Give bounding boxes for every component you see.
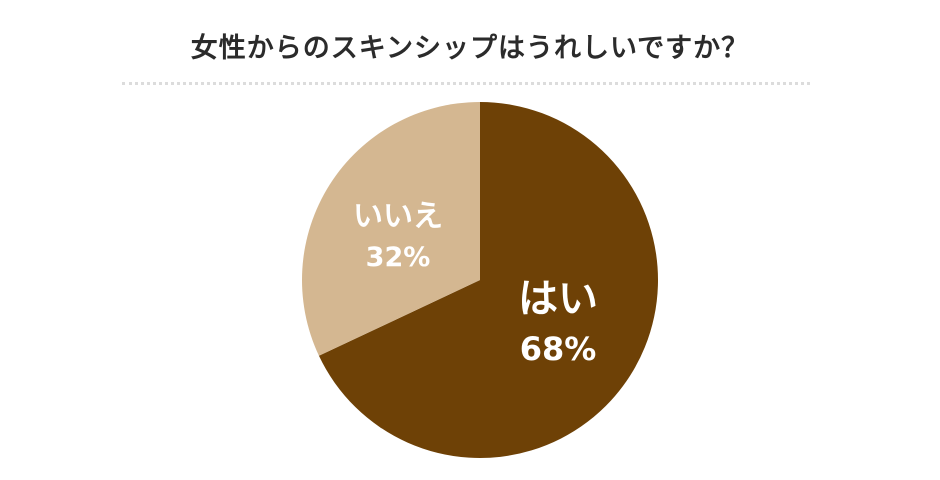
slice-value-2: 32%	[366, 242, 431, 273]
pie-slice-2	[302, 102, 480, 356]
slice-label-2: いいえ	[353, 199, 443, 234]
pie-labels: はい 68% いいえ 32%	[353, 199, 598, 368]
slice-label-1: はい	[518, 276, 598, 322]
title-divider	[122, 82, 810, 85]
pie-slice-1	[318, 102, 659, 458]
slice-value-1: 68%	[520, 330, 597, 368]
chart-title: 女性からのスキンシップはうれしいですか？	[190, 33, 750, 64]
pie-slices	[302, 102, 659, 458]
